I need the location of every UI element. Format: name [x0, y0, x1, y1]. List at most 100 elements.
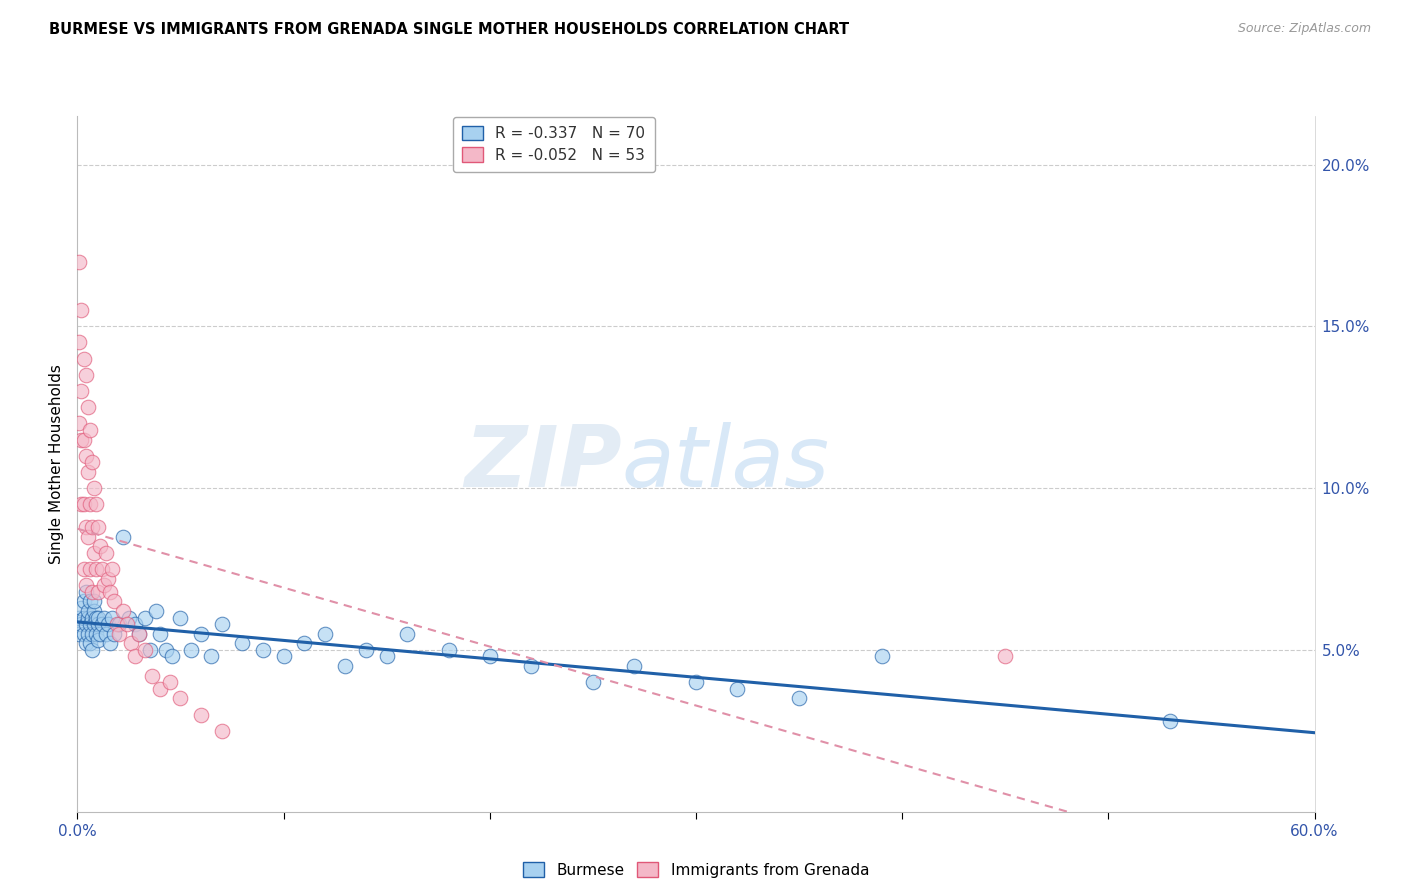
Point	[437, 643, 460, 657]
Point	[72, 610, 94, 624]
Point	[67, 610, 90, 624]
Point	[83, 617, 105, 632]
Point	[70, 600, 93, 615]
Point	[70, 617, 93, 632]
Point	[84, 626, 107, 640]
Text: atlas: atlas	[621, 422, 830, 506]
Point	[159, 675, 181, 690]
Point	[124, 617, 146, 632]
Point	[314, 626, 336, 640]
Point	[80, 520, 103, 534]
Point	[685, 675, 707, 690]
Point	[89, 540, 111, 554]
Point	[70, 497, 93, 511]
Point	[335, 659, 357, 673]
Point	[76, 604, 98, 618]
Point	[520, 659, 543, 673]
Legend: Burmese, Immigrants from Grenada: Burmese, Immigrants from Grenada	[517, 856, 875, 884]
Point	[83, 546, 105, 560]
Point	[623, 659, 645, 673]
Point	[118, 610, 141, 624]
Point	[124, 649, 146, 664]
Point	[292, 636, 315, 650]
Point	[252, 643, 274, 657]
Point	[75, 368, 97, 382]
Point	[98, 636, 121, 650]
Point	[134, 610, 156, 624]
Point	[582, 675, 605, 690]
Point	[787, 691, 810, 706]
Text: BURMESE VS IMMIGRANTS FROM GRENADA SINGLE MOTHER HOUSEHOLDS CORRELATION CHART: BURMESE VS IMMIGRANTS FROM GRENADA SINGL…	[49, 22, 849, 37]
Point	[870, 649, 893, 664]
Point	[91, 562, 114, 576]
Point	[70, 303, 93, 318]
Point	[128, 626, 150, 640]
Point	[169, 691, 191, 706]
Point	[72, 594, 94, 608]
Point	[478, 649, 501, 664]
Point	[375, 649, 398, 664]
Point	[190, 626, 212, 640]
Point	[211, 617, 233, 632]
Text: ZIP: ZIP	[464, 422, 621, 506]
Point	[76, 530, 98, 544]
Point	[75, 449, 97, 463]
Point	[70, 384, 93, 398]
Point	[93, 578, 115, 592]
Point	[80, 643, 103, 657]
Point	[211, 723, 233, 738]
Point	[87, 520, 110, 534]
Point	[273, 649, 295, 664]
Point	[111, 604, 134, 618]
Point	[115, 617, 138, 632]
Point	[79, 617, 101, 632]
Point	[87, 610, 110, 624]
Point	[84, 610, 107, 624]
Point	[111, 530, 134, 544]
Point	[725, 681, 748, 696]
Point	[149, 626, 172, 640]
Point	[96, 546, 118, 560]
Point	[89, 626, 111, 640]
Point	[169, 610, 191, 624]
Point	[67, 254, 90, 268]
Point	[93, 610, 115, 624]
Point	[80, 610, 103, 624]
Point	[200, 649, 222, 664]
Point	[138, 643, 160, 657]
Point	[87, 584, 110, 599]
Point	[180, 643, 202, 657]
Point	[67, 417, 90, 431]
Point	[120, 636, 142, 650]
Point	[75, 520, 97, 534]
Point	[75, 636, 97, 650]
Point	[231, 636, 253, 650]
Point	[83, 604, 105, 618]
Point	[76, 465, 98, 479]
Point	[87, 633, 110, 648]
Point	[97, 617, 120, 632]
Point	[79, 594, 101, 608]
Point	[83, 594, 105, 608]
Point	[87, 617, 110, 632]
Point	[354, 643, 377, 657]
Y-axis label: Single Mother Households: Single Mother Households	[49, 364, 65, 564]
Point	[80, 626, 103, 640]
Point	[994, 649, 1017, 664]
Point	[79, 497, 101, 511]
Point	[84, 562, 107, 576]
Point	[160, 649, 183, 664]
Point	[76, 626, 98, 640]
Point	[80, 584, 103, 599]
Point	[75, 617, 97, 632]
Point	[1159, 714, 1181, 728]
Point	[145, 604, 167, 618]
Point	[72, 497, 94, 511]
Point	[155, 643, 177, 657]
Point	[75, 584, 97, 599]
Point	[76, 401, 98, 415]
Point	[141, 669, 163, 683]
Point	[97, 572, 120, 586]
Point	[79, 636, 101, 650]
Point	[103, 626, 125, 640]
